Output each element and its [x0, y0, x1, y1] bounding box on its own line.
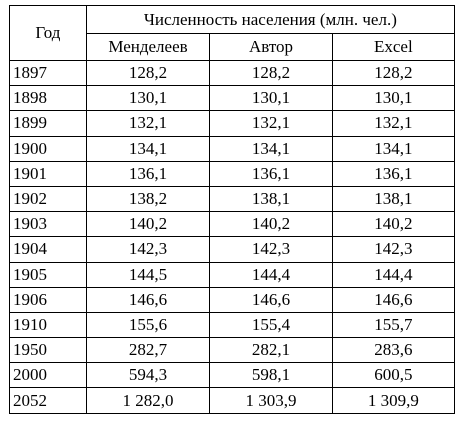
value-cell: 1 303,9	[209, 387, 333, 414]
value-cell: 155,6	[85, 311, 211, 339]
value-cell: 144,5	[85, 261, 211, 288]
value-cell: 140,2	[331, 211, 455, 238]
value-cell: 130,1	[209, 85, 333, 112]
table-row: 1905 144,5 144,4 144,4	[9, 261, 455, 288]
table-row: 1901 136,1 136,1 136,1	[9, 160, 455, 187]
table-row: 2000 594,3 598,1 600,5	[9, 362, 455, 389]
value-cell: 146,6	[209, 286, 333, 313]
table-row: 1903 140,2 140,2 140,2	[9, 211, 455, 238]
year-cell: 1901	[9, 160, 87, 187]
value-cell: 155,7	[331, 311, 455, 339]
value-cell: 142,3	[85, 236, 211, 263]
value-cell: 594,3	[85, 362, 211, 389]
value-cell: 140,2	[209, 211, 333, 238]
year-header: Год	[9, 5, 87, 61]
value-cell: 142,3	[331, 236, 455, 263]
year-cell: 1899	[9, 110, 87, 137]
value-cell: 128,2	[331, 59, 455, 87]
value-cell: 130,1	[331, 85, 455, 112]
year-cell: 1910	[9, 311, 87, 339]
population-table: Год Численность населения (млн. чел.) Ме…	[9, 5, 455, 414]
year-cell: 1903	[9, 211, 87, 238]
column-header: Excel	[331, 33, 455, 61]
year-cell: 1905	[9, 261, 87, 288]
table-row: 1902 138,2 138,1 138,1	[9, 185, 455, 213]
column-header: Менделеев	[85, 33, 211, 61]
table-row: 1904 142,3 142,3 142,3	[9, 236, 455, 263]
year-cell: 2000	[9, 362, 87, 389]
value-cell: 128,2	[209, 59, 333, 87]
value-cell: 142,3	[209, 236, 333, 263]
year-cell: 1898	[9, 85, 87, 112]
year-cell: 1902	[9, 185, 87, 213]
column-header: Автор	[209, 33, 333, 61]
year-cell: 1904	[9, 236, 87, 263]
value-cell: 134,1	[331, 135, 455, 162]
year-cell: 1906	[9, 286, 87, 313]
table-row: 1897 128,2 128,2 128,2	[9, 59, 455, 87]
value-cell: 144,4	[331, 261, 455, 288]
value-cell: 138,2	[85, 185, 211, 213]
value-cell: 283,6	[331, 337, 455, 364]
value-cell: 134,1	[209, 135, 333, 162]
value-cell: 600,5	[331, 362, 455, 389]
value-cell: 155,4	[209, 311, 333, 339]
year-cell: 2052	[9, 387, 87, 414]
value-cell: 146,6	[85, 286, 211, 313]
table-row: 1899 132,1 132,1 132,1	[9, 110, 455, 137]
table-row: 1900 134,1 134,1 134,1	[9, 135, 455, 162]
value-cell: 282,7	[85, 337, 211, 364]
table-body: 1897 128,2 128,2 128,2 1898 130,1 130,1 130,1 18…	[9, 59, 455, 414]
value-cell: 138,1	[209, 185, 333, 213]
value-cell: 598,1	[209, 362, 333, 389]
table-row: 2052 1 282,0 1 303,9 1 309,9	[9, 387, 455, 414]
value-cell: 132,1	[209, 110, 333, 137]
year-cell: 1897	[9, 59, 87, 87]
table-row: 1898 130,1 130,1 130,1	[9, 85, 455, 112]
value-cell: 128,2	[85, 59, 211, 87]
value-cell: 136,1	[85, 160, 211, 187]
value-cell: 134,1	[85, 135, 211, 162]
value-cell: 282,1	[209, 337, 333, 364]
value-cell: 138,1	[331, 185, 455, 213]
value-cell: 132,1	[331, 110, 455, 137]
group-header: Численность населения (млн. чел.)	[85, 5, 455, 34]
value-cell: 136,1	[331, 160, 455, 187]
value-cell: 140,2	[85, 211, 211, 238]
value-cell: 132,1	[85, 110, 211, 137]
header-row: Менделеев Автор Excel	[10, 33, 455, 61]
value-cell: 1 282,0	[85, 387, 211, 414]
value-cell: 136,1	[209, 160, 333, 187]
value-cell: 130,1	[85, 85, 211, 112]
year-cell: 1950	[9, 337, 87, 364]
table-header: Год Численность населения (млн. чел.) Ме…	[9, 5, 455, 61]
value-cell: 1 309,9	[331, 387, 455, 414]
table-row: 1910 155,6 155,4 155,7	[9, 311, 455, 339]
year-cell: 1900	[9, 135, 87, 162]
table-row: 1906 146,6 146,6 146,6	[9, 286, 455, 313]
table-row: 1950 282,7 282,1 283,6	[9, 337, 455, 364]
header-row: Год Численность населения (млн. чел.)	[9, 5, 455, 61]
value-cell: 144,4	[209, 261, 333, 288]
value-cell: 146,6	[331, 286, 455, 313]
